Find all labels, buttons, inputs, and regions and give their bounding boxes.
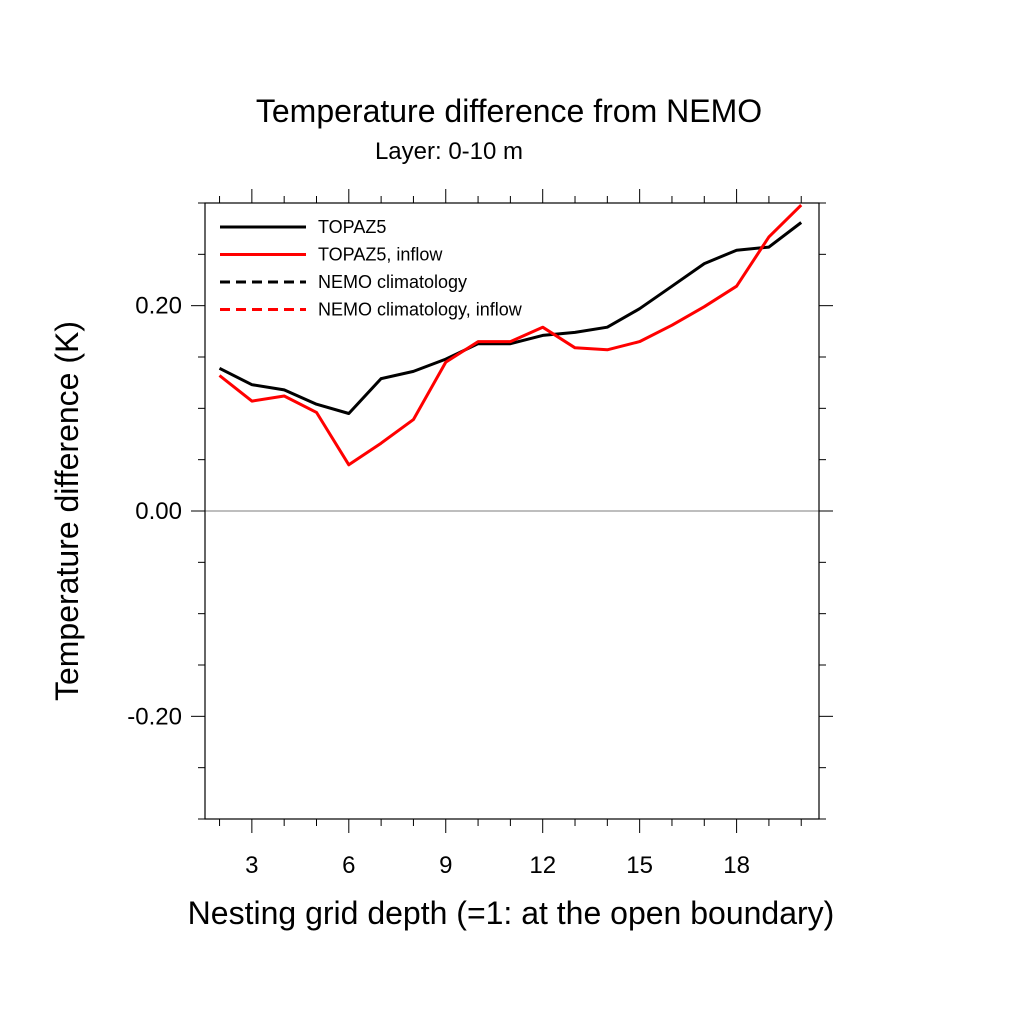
y-tick-label: -0.20	[127, 703, 182, 730]
x-axis-label: Nesting grid depth (=1: at the open boun…	[188, 895, 835, 931]
x-tick-label: 3	[245, 852, 258, 879]
y-tick-label: 0.20	[135, 293, 182, 320]
legend-label: TOPAZ5, inflow	[318, 245, 443, 265]
plot-lines	[218, 204, 803, 467]
x-tick-label: 12	[529, 852, 556, 879]
series-line	[218, 221, 803, 415]
legend-label: NEMO climatology	[318, 272, 467, 292]
legend-label: NEMO climatology, inflow	[318, 300, 523, 320]
series-line	[218, 204, 803, 467]
x-tick-label: 6	[342, 852, 355, 879]
x-tick-label: 9	[439, 852, 452, 879]
y-axis: -0.20 0.00 0.20	[127, 202, 833, 820]
legend-label: TOPAZ5	[318, 217, 386, 237]
chart-subtitle: Layer: 0-10 m	[375, 138, 523, 165]
plot-frame	[204, 202, 820, 820]
x-axis: 3 6 9 12 15 18	[219, 189, 802, 879]
x-tick-label: 18	[723, 852, 750, 879]
x-tick-label: 15	[626, 852, 653, 879]
chart-title: Temperature difference from NEMO	[256, 93, 762, 129]
y-tick-label: 0.00	[135, 498, 182, 525]
y-axis-label: Temperature difference (K)	[49, 321, 85, 701]
legend: TOPAZ5 TOPAZ5, inflow NEMO climatology NEMO…	[220, 217, 523, 320]
